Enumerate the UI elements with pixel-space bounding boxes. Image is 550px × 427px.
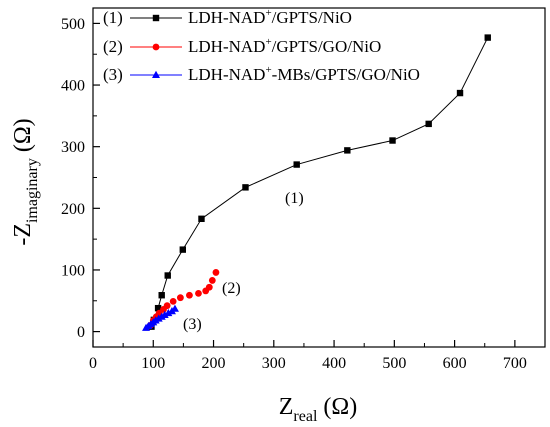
y-axis-ticks: 0 100 200 300 400 500	[61, 16, 100, 341]
data-point	[169, 297, 177, 305]
x-axis-title-main: Z	[279, 394, 294, 420]
x-axis-title: Zreal (Ω)	[279, 394, 357, 425]
annotation-2: (2)	[222, 280, 241, 297]
data-point	[164, 308, 173, 317]
y-tick-label: 100	[61, 262, 85, 279]
y-tick-label: 300	[61, 139, 85, 156]
y-axis-title-unit: (Ω)	[10, 118, 36, 158]
y-tick-label: 0	[77, 324, 85, 341]
legend-marker	[152, 43, 160, 51]
legend-entry-1: (1) LDH-NAD+/GPTS/NiO	[103, 7, 352, 27]
legend-prefix: (2)	[103, 37, 123, 56]
data-point	[170, 304, 179, 312]
data-point	[164, 272, 171, 279]
x-tick-label: 0	[89, 355, 97, 372]
data-point	[160, 310, 169, 318]
legend-marker	[152, 14, 160, 22]
x-tick-label: 400	[322, 355, 346, 372]
legend-label-main: LDH-NAD	[188, 65, 265, 84]
y-tick-label: 200	[61, 201, 85, 218]
x-tick-label: 500	[382, 355, 406, 372]
legend: (1) LDH-NAD+/GPTS/NiO(2) LDH-NAD+/GPTS/GO/…	[103, 7, 420, 84]
data-point	[425, 120, 432, 128]
x-axis-title-unit: (Ω)	[317, 394, 357, 420]
annotation-3: (3)	[183, 316, 202, 333]
y-tick-label: 500	[61, 16, 85, 33]
data-point	[205, 283, 213, 291]
data-point	[389, 137, 396, 144]
legend-label: LDH-NAD+-MBs/GPTS/GO/NiO	[188, 64, 420, 84]
data-point	[195, 289, 202, 297]
data-point	[154, 304, 162, 312]
legend-label-superscript: +	[265, 64, 271, 76]
legend-label-main: LDH-NAD	[188, 37, 265, 56]
series-layer	[142, 34, 491, 331]
data-point	[179, 246, 186, 253]
data-point	[176, 294, 184, 302]
x-tick-label: 600	[443, 355, 467, 372]
legend-entry-2: (2) LDH-NAD+/GPTS/GO/NiO	[103, 36, 381, 56]
data-point	[208, 277, 216, 284]
y-axis-title-sub: imaginary	[24, 158, 41, 223]
data-point	[484, 34, 491, 41]
legend-marker	[152, 70, 160, 78]
legend-label-superscript: +	[265, 7, 271, 19]
data-point	[158, 292, 165, 299]
data-point	[212, 269, 220, 276]
y-axis-title: -Zimaginary (Ω)	[10, 118, 41, 245]
data-point	[242, 184, 249, 191]
x-tick-label: 300	[262, 355, 286, 372]
series-3	[142, 304, 179, 331]
x-tick-label: 200	[202, 355, 226, 372]
legend-label-rest: -MBs/GPTS/GO/NiO	[272, 65, 420, 84]
legend-label-superscript: +	[265, 36, 271, 48]
y-tick-label: 400	[61, 78, 85, 95]
data-point	[163, 302, 171, 310]
legend-entry-3: (3) LDH-NAD+-MBs/GPTS/GO/NiO	[103, 64, 420, 84]
legend-label: LDH-NAD+/GPTS/GO/NiO	[188, 36, 381, 56]
legend-label-main: LDH-NAD	[188, 8, 265, 27]
legend-label: LDH-NAD+/GPTS/NiO	[188, 7, 352, 27]
data-point	[344, 147, 351, 154]
legend-prefix: (3)	[103, 65, 123, 84]
x-axis-title-sub: real	[293, 408, 318, 425]
series-annotations: (1) (2) (3)	[183, 190, 304, 333]
data-point	[293, 161, 300, 168]
annotation-1: (1)	[285, 190, 304, 207]
legend-prefix: (1)	[103, 8, 123, 27]
legend-label-rest: /GPTS/NiO	[272, 8, 352, 27]
legend-label-rest: /GPTS/GO/NiO	[272, 37, 382, 56]
data-point	[456, 89, 464, 97]
x-tick-label: 700	[503, 355, 527, 372]
x-tick-label: 100	[141, 355, 165, 372]
y-axis-title-main: -Z	[10, 223, 36, 246]
data-point	[198, 215, 205, 222]
x-axis-ticks: 0 100 200 300 400 500 600 700	[89, 340, 527, 372]
data-point	[186, 291, 193, 299]
